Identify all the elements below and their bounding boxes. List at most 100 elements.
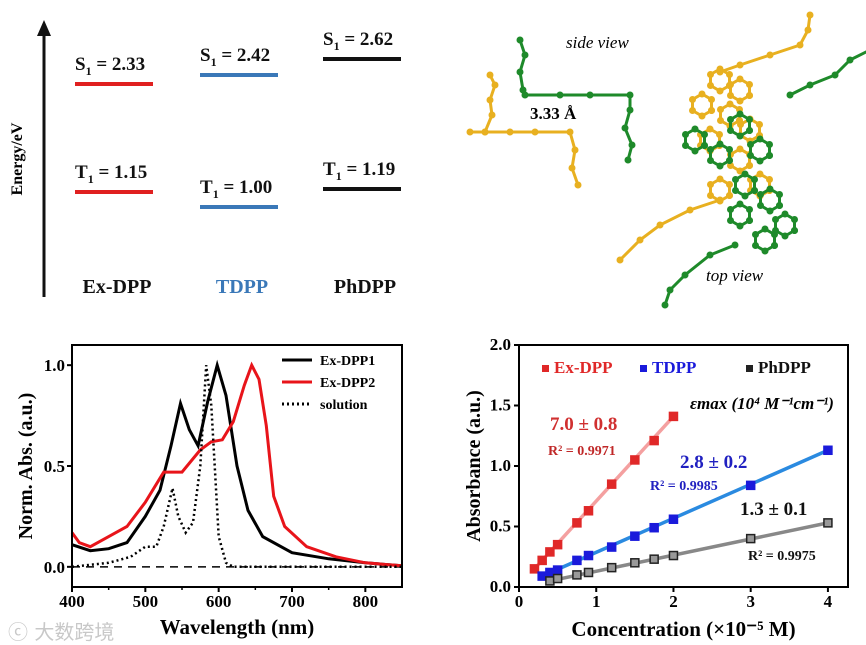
atom (726, 146, 733, 153)
watermark: ⓒ 大数跨境 (8, 620, 115, 644)
atom (727, 92, 734, 99)
atom (766, 207, 774, 215)
atom (506, 128, 514, 136)
series-line-solution (71, 365, 402, 569)
data-point-PhDPP (545, 576, 555, 586)
atom (757, 191, 764, 198)
data-point-TDPP (552, 565, 563, 575)
atom (481, 128, 489, 136)
atom (736, 97, 744, 105)
atom (752, 231, 759, 238)
energy-axis (37, 20, 51, 297)
atom (831, 71, 839, 79)
data-point-PhDPP (823, 518, 833, 528)
atom (726, 192, 733, 199)
r-squared-annotation: R² = 0.9985 (650, 479, 718, 494)
atom (698, 90, 706, 98)
atom (717, 117, 724, 124)
atom (772, 216, 779, 223)
data-point-Ex-DPP (537, 555, 547, 566)
energy-axis-label: Energy/eV (9, 122, 26, 196)
atom (486, 96, 494, 104)
atom (691, 125, 699, 133)
atom (736, 132, 744, 140)
atom (781, 232, 789, 240)
atom (626, 91, 634, 99)
atom (766, 176, 773, 183)
atom (689, 107, 696, 114)
molecular-structure (466, 11, 866, 309)
atom (756, 121, 763, 128)
atom (701, 131, 708, 138)
side-view-label: side view (566, 33, 629, 52)
atom (707, 181, 714, 188)
data-point-PhDPP (606, 562, 617, 573)
atom (726, 157, 733, 164)
atom (706, 125, 714, 133)
atom (766, 152, 773, 159)
data-point-PhDPP (572, 570, 582, 580)
legend-label: Ex-DPP2 (320, 376, 375, 391)
atom (701, 142, 708, 149)
atom (771, 242, 778, 249)
x-tick-label: 4 (824, 592, 833, 611)
atom (707, 146, 714, 153)
legend-label: PhDPP (758, 358, 811, 377)
atom (624, 156, 632, 164)
atom (756, 157, 764, 165)
atom (516, 68, 524, 76)
atom (766, 141, 773, 148)
atom (682, 142, 689, 149)
bond (719, 14, 812, 74)
atom (488, 111, 496, 119)
atom (776, 202, 783, 209)
t1-level-line (323, 187, 401, 191)
atom (716, 140, 724, 148)
data-point-TDPP (823, 445, 833, 456)
atom (636, 236, 644, 244)
atom (566, 128, 574, 136)
legend-label: TDPP (652, 358, 696, 377)
atom (531, 128, 539, 136)
atom (736, 61, 744, 69)
atom (737, 121, 744, 128)
y-tick-label: 1.0 (44, 356, 65, 375)
atom (616, 256, 624, 264)
atom (727, 206, 734, 213)
watermark-logo-icon: ⓒ (8, 620, 28, 644)
r-squared-annotation: R² = 0.9975 (748, 549, 816, 564)
data-point-TDPP (649, 522, 659, 533)
atom (766, 51, 774, 59)
s1-level-label: S1 = 2.42 (200, 45, 271, 69)
slope-annotation: 2.8 ± 0.2 (680, 452, 747, 473)
molecule-name: PhDPP (333, 276, 397, 298)
atom (791, 216, 798, 223)
data-point-Ex-DPP (583, 506, 594, 516)
s1-level-label: S1 = 2.62 (323, 29, 394, 53)
data-point-Ex-DPP (529, 564, 540, 574)
t1-level-line (200, 205, 278, 209)
data-point-Ex-DPP (649, 435, 659, 446)
atom (756, 170, 764, 178)
atom (732, 187, 739, 194)
data-point-Ex-DPP (630, 455, 640, 465)
atom (716, 175, 724, 183)
atom (556, 91, 564, 99)
data-point-TDPP (572, 555, 582, 566)
data-point-TDPP (583, 550, 594, 561)
atom (726, 71, 733, 78)
atom (786, 91, 794, 99)
atom (521, 51, 529, 59)
bond (789, 50, 866, 97)
t1-level-label: T1 = 1.19 (323, 159, 396, 183)
atom (571, 146, 579, 154)
atom (586, 91, 594, 99)
y-tick-label: 1.5 (490, 396, 511, 415)
data-point-PhDPP (552, 573, 563, 584)
atom (568, 164, 576, 172)
atom (751, 187, 758, 194)
atom (491, 81, 499, 89)
x-tick-label: 3 (746, 592, 755, 611)
legend-marker (542, 365, 549, 372)
absorbance-concentration-chart: Ex-DPP TDPP PhDPP εmax (10⁴ M⁻¹cm⁻¹) 7.0 ± 0… (463, 335, 849, 641)
